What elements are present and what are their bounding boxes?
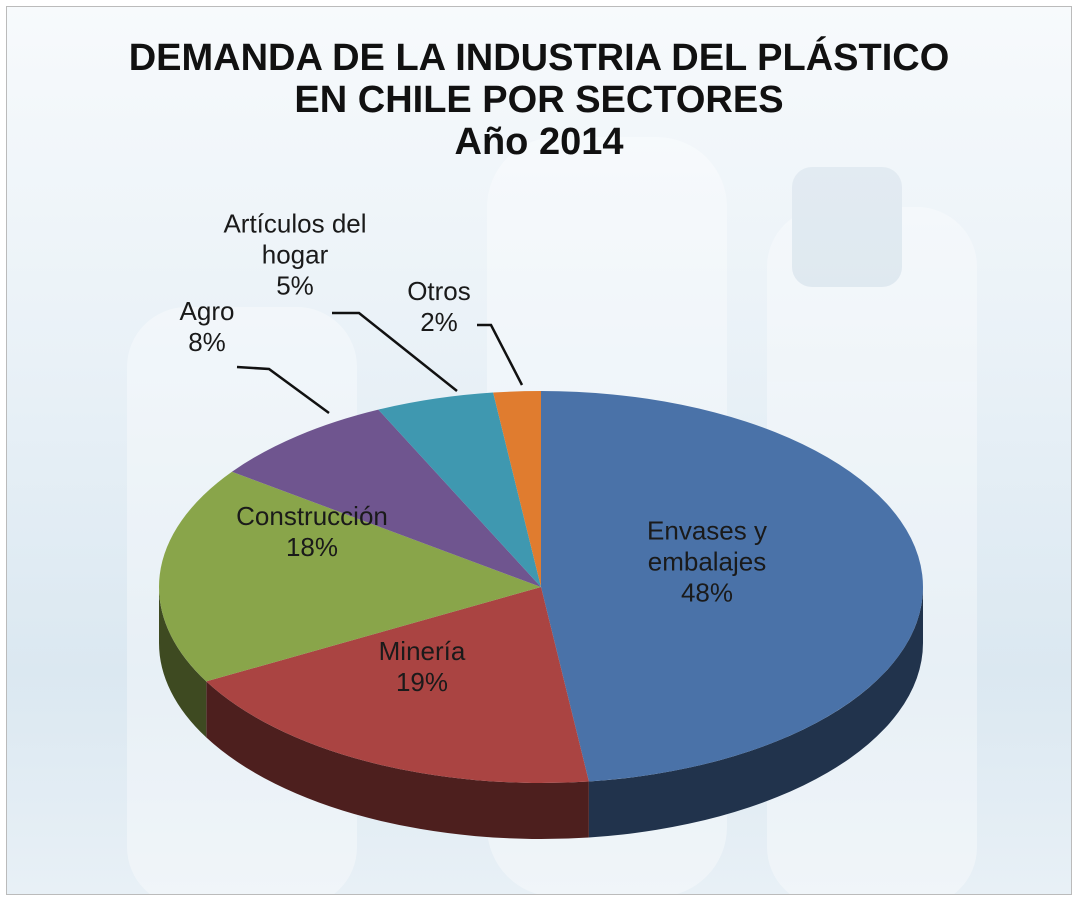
pie-slice xyxy=(231,409,541,587)
data-label: Agro 8% xyxy=(112,296,302,358)
data-label: Otros 2% xyxy=(344,276,534,338)
chart-subtitle: Año 2014 xyxy=(454,121,624,163)
value-label: 19% xyxy=(395,667,449,697)
category-label: Otros xyxy=(407,276,471,306)
value-label: 18% xyxy=(285,532,339,562)
value-label: 8% xyxy=(188,327,226,357)
pie-slice xyxy=(378,392,541,587)
plot xyxy=(127,137,977,894)
chart-title: DEMANDA DE LA INDUSTRIA DEL PLÁSTICO EN … xyxy=(128,37,950,121)
pie-slice-side xyxy=(206,681,589,839)
category-label: Envases y embalajes xyxy=(647,515,767,577)
data-label: Artículos del hogar 5% xyxy=(200,209,390,302)
pie-slice xyxy=(493,391,541,587)
pie-slice xyxy=(541,391,923,782)
category-label: Construcción xyxy=(236,501,388,531)
pie-slice-side xyxy=(588,587,923,838)
title-block: DEMANDA DE LA INDUSTRIA DEL PLÁSTICO EN … xyxy=(7,37,1071,163)
data-label: Envases y embalajes 48% xyxy=(612,516,802,609)
value-label: 5% xyxy=(276,270,314,301)
pie-slice xyxy=(159,471,541,682)
pie-slice xyxy=(206,587,589,783)
category-label: Minería xyxy=(378,636,466,666)
category-label: Artículos del hogar xyxy=(223,208,367,270)
pie-slice-side xyxy=(159,587,207,738)
pie xyxy=(159,391,923,839)
leader-lines xyxy=(236,311,524,415)
category-label: Agro xyxy=(179,296,235,326)
chart: DEMANDA DE LA INDUSTRIA DEL PLÁSTICO EN … xyxy=(6,6,1072,895)
value-label: 48% xyxy=(680,577,734,608)
data-label: Construcción 18% xyxy=(217,501,407,563)
data-label: Minería 19% xyxy=(327,636,517,698)
value-label: 2% xyxy=(420,307,458,337)
